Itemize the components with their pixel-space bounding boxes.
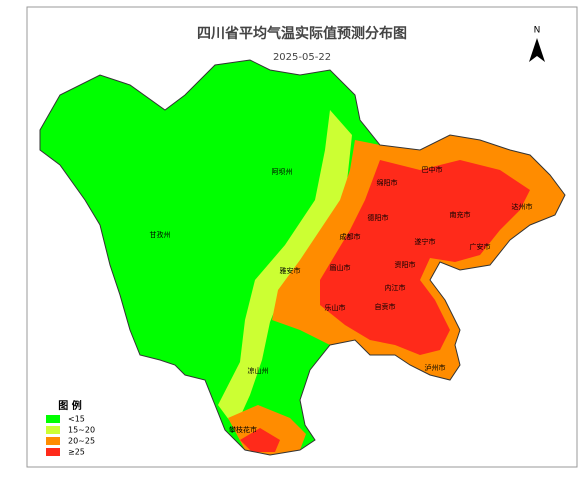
- city-label: 南充市: [450, 210, 471, 219]
- city-label: 甘孜州: [150, 230, 171, 239]
- city-label: 内江市: [385, 283, 406, 292]
- city-label: 广安市: [470, 242, 491, 251]
- city-label: 阿坝州: [272, 167, 293, 176]
- city-label: 攀枝花市: [229, 425, 257, 434]
- city-label: 巴中市: [422, 165, 443, 174]
- map-title: 四川省平均气温实际值预测分布图: [197, 25, 407, 42]
- city-label: 泸州市: [425, 363, 446, 372]
- north-label: N: [534, 26, 541, 36]
- legend: <15 15~20 20~25 ≥25: [46, 415, 95, 457]
- zone-hot: [240, 428, 280, 452]
- legend-swatch: [46, 426, 60, 434]
- city-label: 资阳市: [395, 260, 416, 269]
- legend-label: ≥25: [68, 448, 85, 457]
- legend-swatch: [46, 415, 60, 423]
- city-label: 乐山市: [325, 303, 346, 312]
- legend-label: 20~25: [68, 437, 95, 446]
- zone-hot: [320, 160, 530, 355]
- north-arrow: [529, 38, 545, 62]
- city-label: 德阳市: [368, 213, 389, 222]
- city-label: 成都市: [340, 232, 361, 241]
- city-label: 自贡市: [375, 302, 396, 311]
- legend-label: <15: [68, 415, 85, 424]
- legend-swatch: [46, 437, 60, 445]
- map-date: 2025-05-22: [273, 52, 331, 63]
- city-label: 达州市: [512, 202, 533, 211]
- city-label: 遂宁市: [415, 237, 436, 246]
- zone-mild: [218, 110, 352, 428]
- legend-label: 15~20: [68, 426, 95, 435]
- regions: [39, 59, 566, 456]
- legend-swatch: [46, 448, 60, 456]
- city-label: 眉山市: [330, 263, 351, 272]
- city-label: 雅安市: [280, 266, 301, 275]
- city-label: 绵阳市: [377, 178, 398, 187]
- city-label: 凉山州: [248, 366, 269, 375]
- province-outline: [39, 59, 566, 456]
- legend-title: 图 例: [58, 399, 81, 412]
